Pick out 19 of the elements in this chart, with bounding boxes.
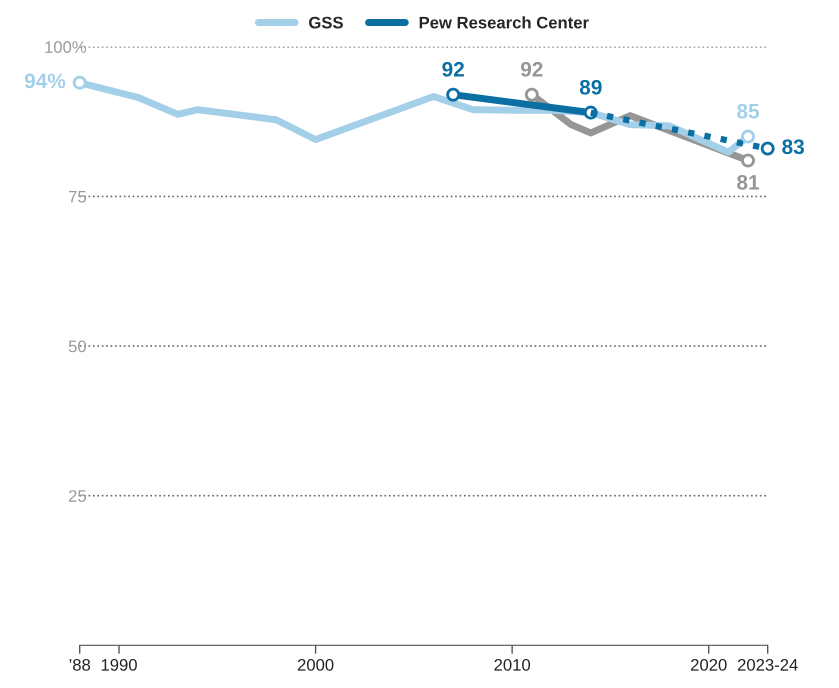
x-tick-label: 2000 xyxy=(298,658,334,671)
data-label: 81 xyxy=(737,174,760,190)
x-tick-label: 2010 xyxy=(494,658,530,671)
y-tick-label: 75 xyxy=(68,190,86,203)
legend-label: Pew Research Center xyxy=(420,16,589,28)
y-tick-label: 50 xyxy=(68,340,86,352)
y-tick-label: 100% xyxy=(45,41,86,53)
x-tick-label: 1990 xyxy=(102,658,137,671)
x-tick-label: ’88 xyxy=(70,658,90,671)
legend-label: GSS xyxy=(309,16,343,28)
data-label: 85 xyxy=(737,104,760,119)
data-label: 83 xyxy=(782,139,804,154)
data-label: 89 xyxy=(580,80,602,95)
y-tick-label: 25 xyxy=(68,490,86,502)
x-tick-label: 2020 xyxy=(691,658,727,671)
data-label: 94% xyxy=(24,74,66,88)
data-label: 92 xyxy=(442,62,464,77)
x-tick-label: 2023-24 xyxy=(738,658,798,671)
data-label: 92 xyxy=(520,62,543,77)
